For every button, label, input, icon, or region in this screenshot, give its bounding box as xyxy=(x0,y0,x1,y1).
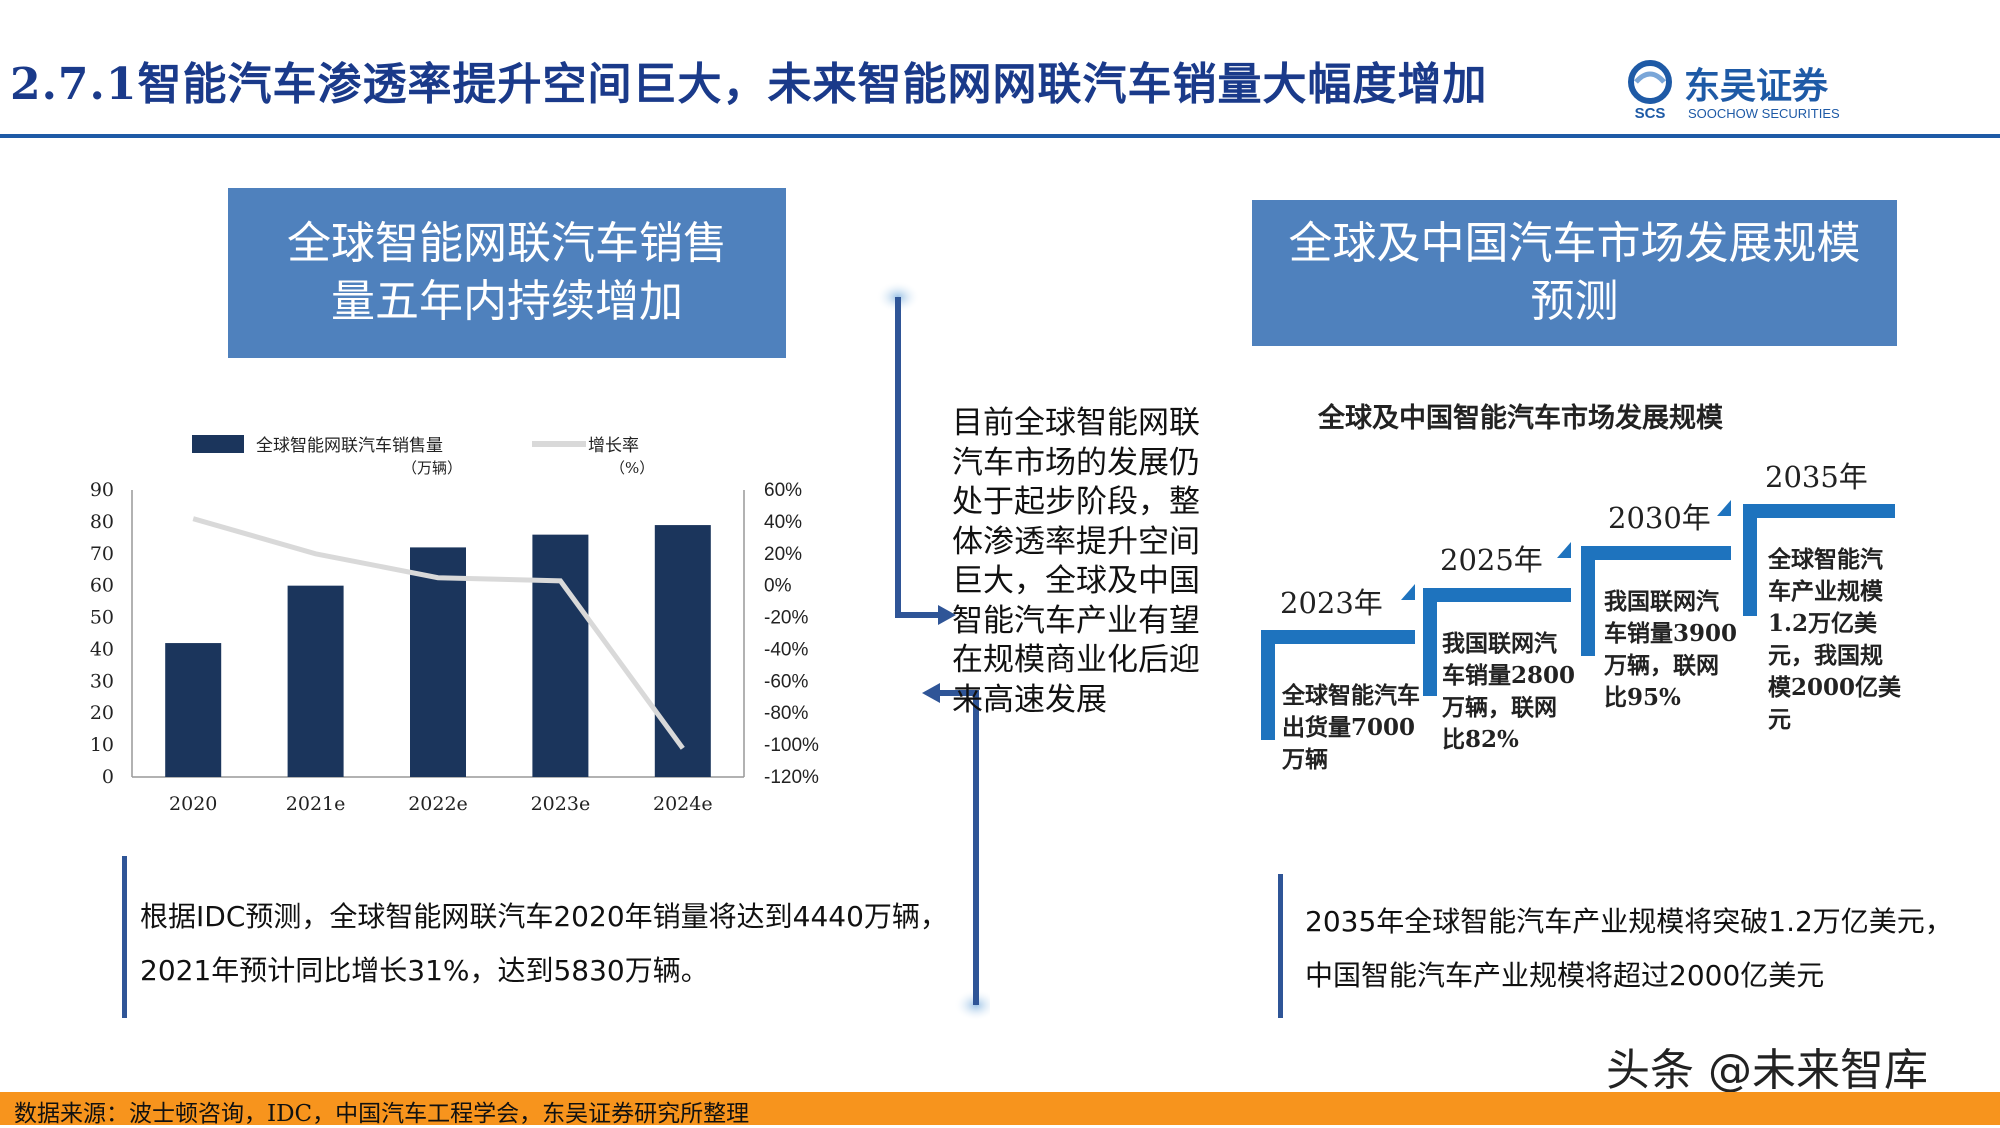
page-title: 2.7.1智能汽车渗透率提升空间巨大，未来智能网网联汽车销量大幅度增加 xyxy=(10,59,1488,110)
left-tick-label: 40 xyxy=(90,638,114,660)
step-1-text: 全球智能汽车出货量7000万辆 xyxy=(1282,682,1420,773)
forecast-title: 全球及中国智能汽车市场发展规模 xyxy=(1318,403,1723,434)
logo-en: SOOCHOW SECURITIES xyxy=(1688,106,1840,120)
left-tick-label: 90 xyxy=(90,479,114,501)
bar xyxy=(165,643,222,777)
step-2-year: 2025年 xyxy=(1440,543,1543,577)
right-section-title: 全球及中国汽车市场发展规模预测 xyxy=(1252,200,1897,346)
logo-cn: 东吴证券 xyxy=(1684,66,1829,107)
step-3-text: 我国联网汽车销量3900万辆，联网比95% xyxy=(1604,588,1738,711)
center-summary: 目前全球智能网联汽车市场的发展仍处于起步阶段，整体渗透率提升空间巨大，全球及中国… xyxy=(952,405,1200,718)
legend-line-name: 增长率 xyxy=(588,436,639,456)
arrow-head-left xyxy=(922,683,940,703)
left-note-bar xyxy=(122,856,127,1018)
step-1-year: 2023年 xyxy=(1280,586,1383,620)
bar xyxy=(654,525,711,777)
right-note: 2035年全球智能汽车产业规模将突破1.2万亿美元，中国智能汽车产业规模将超过2… xyxy=(1305,905,1953,992)
sales-chart: 全球智能网联汽车销售量 （万辆） 增长率 （%） 0 10 20 30 40 50 60 70… xyxy=(90,435,819,815)
left-section-title-text: 全球智能网联汽车销售量五年内持续增加 xyxy=(287,218,727,327)
left-tick-label: 10 xyxy=(90,734,114,756)
step-4-bracket xyxy=(1743,504,1895,616)
chart-legend: 全球智能网联汽车销售量 （万辆） 增长率 （%） xyxy=(192,435,654,477)
bar xyxy=(410,547,466,777)
right-tick-label: -120% xyxy=(764,767,819,788)
left-tick-label: 70 xyxy=(90,543,114,565)
logo-mark-icon xyxy=(1628,60,1672,104)
bar xyxy=(532,534,589,777)
connector-arrows xyxy=(876,281,990,1021)
left-tick-label: 0 xyxy=(102,766,114,788)
left-section-title: 全球智能网联汽车销售量五年内持续增加 xyxy=(228,188,786,358)
left-tick-label: 50 xyxy=(90,607,114,629)
logo-abbr: SCS xyxy=(1635,105,1666,120)
right-tick-label: -40% xyxy=(764,639,808,660)
right-note-bar xyxy=(1278,874,1283,1018)
left-note: 根据IDC预测，全球智能网联汽车2020年销量将达到4440万辆，2021年预计… xyxy=(140,900,948,987)
right-tick-label: -100% xyxy=(764,735,819,756)
right-tick-label: 60% xyxy=(764,480,802,501)
step-2-text: 我国联网汽车销量2800万辆，联网比82% xyxy=(1442,630,1576,753)
header-rule xyxy=(0,134,2000,138)
legend-line-unit: （%） xyxy=(610,459,654,477)
arrow-head-right xyxy=(938,605,956,625)
x-tick-label: 2024e xyxy=(653,793,713,815)
right-tick-label: -80% xyxy=(764,703,808,724)
step-3-marker xyxy=(1717,500,1731,516)
legend-bar-name: 全球智能网联汽车销售量 xyxy=(256,436,443,456)
footer-bar xyxy=(0,1092,2000,1125)
right-tick-label: 20% xyxy=(764,544,802,565)
x-tick-label: 2021e xyxy=(286,793,346,815)
left-tick-label: 60 xyxy=(90,575,114,597)
forecast-staircase xyxy=(1261,500,1895,740)
bar xyxy=(287,585,344,777)
step-1-bracket xyxy=(1261,630,1415,740)
watermark: 头条 @未来智库 xyxy=(1606,1045,1928,1096)
step-2-marker xyxy=(1557,542,1571,558)
x-tick-label: 2020 xyxy=(169,793,217,815)
x-tick-label: 2022e xyxy=(408,793,468,815)
data-source: 数据来源：波士顿咨询，IDC，中国汽车工程学会，东吴证券研究所整理 xyxy=(14,1101,750,1127)
step-4-year: 2035年 xyxy=(1765,460,1868,494)
right-tick-label: 0% xyxy=(764,576,792,597)
right-tick-label: -60% xyxy=(764,671,808,692)
left-tick-label: 20 xyxy=(90,702,114,724)
x-tick-label: 2023e xyxy=(531,793,591,815)
company-logo: SCS 东吴证券 SOOCHOW SECURITIES xyxy=(1628,60,1840,120)
left-tick-label: 80 xyxy=(90,511,114,533)
right-tick-label: 40% xyxy=(764,512,802,533)
legend-bar-unit: （万辆） xyxy=(402,459,462,477)
arrow-from-bottom xyxy=(938,690,979,1005)
step-3-year: 2030年 xyxy=(1608,501,1711,535)
growth-rate-line xyxy=(192,516,685,750)
legend-bar-swatch xyxy=(192,435,244,453)
left-tick-label: 30 xyxy=(90,670,114,692)
step-1-marker xyxy=(1401,584,1415,600)
step-3-bracket xyxy=(1581,546,1731,656)
step-4-text: 全球智能汽车产业规模1.2万亿美元，我国规模2000亿美元 xyxy=(1768,546,1902,733)
right-section-title-text: 全球及中国汽车市场发展规模预测 xyxy=(1288,218,1861,327)
arrow-from-top xyxy=(895,297,940,618)
step-2-bracket xyxy=(1423,588,1571,696)
right-tick-label: -20% xyxy=(764,608,808,629)
